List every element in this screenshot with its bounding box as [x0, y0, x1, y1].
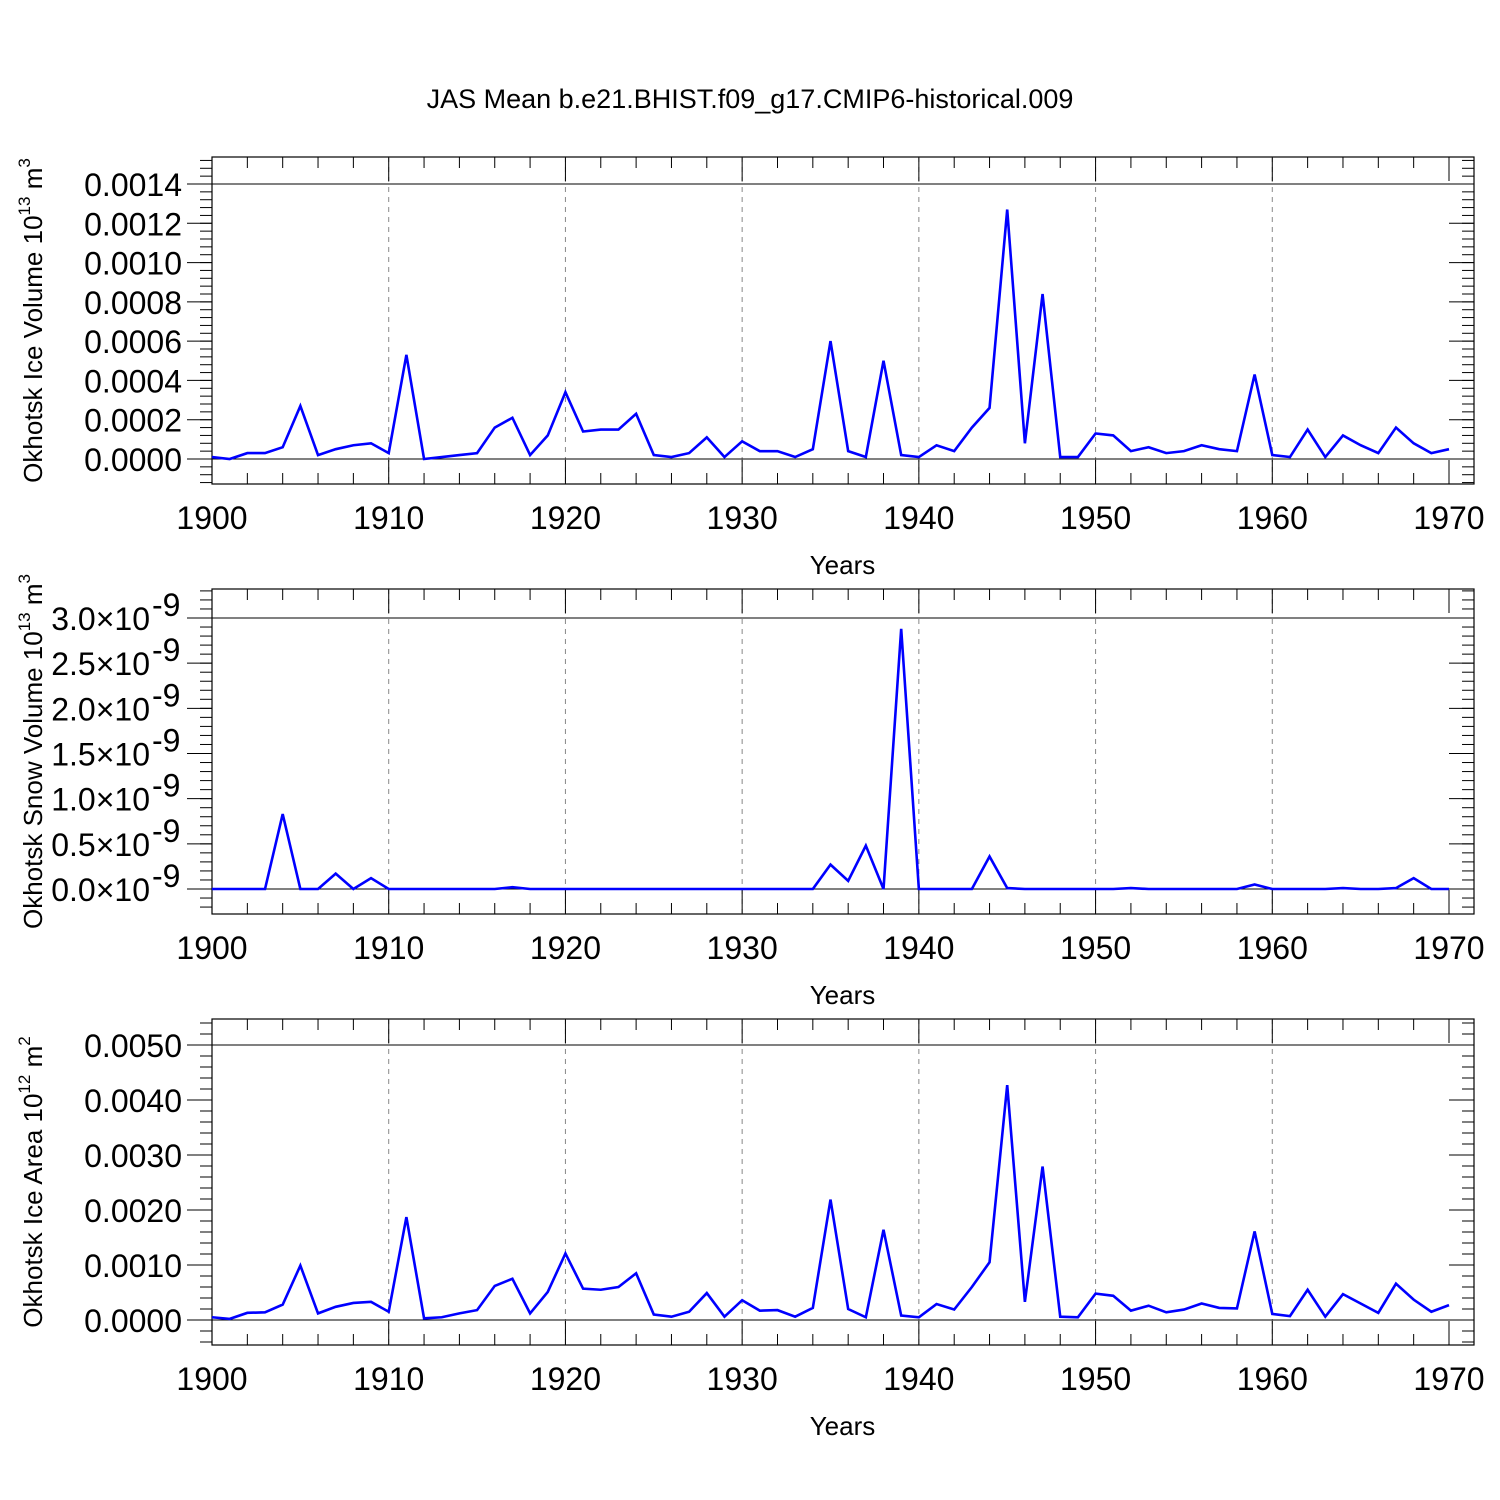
y-tick-label: 0.0008 — [84, 285, 182, 321]
x-tick-label: 1920 — [530, 1361, 601, 1397]
x-tick-label: 1930 — [707, 500, 778, 536]
x-tick-label: 1950 — [1060, 1361, 1131, 1397]
plot-frame — [211, 1018, 1475, 1346]
y-tick-exponent: -9 — [152, 632, 180, 668]
x-tick-label: 1900 — [176, 1361, 247, 1397]
y-tick-exponent: -9 — [152, 858, 180, 894]
y-axis-label: Okhotsk Ice Volume 1013 m3 — [15, 158, 48, 483]
x-tick-label: 1950 — [1060, 930, 1131, 966]
x-tick-label: 1930 — [707, 1361, 778, 1397]
y-tick-label: 1.5×10 — [51, 737, 150, 773]
y-tick-label: 2.0×10 — [51, 691, 150, 727]
x-tick-label: 1970 — [1413, 500, 1484, 536]
x-tick-label: 1960 — [1237, 500, 1308, 536]
x-tick-label: 1930 — [707, 930, 778, 966]
y-tick-exponent: -9 — [152, 587, 180, 623]
x-tick-label: 1910 — [353, 500, 424, 536]
y-tick-label: 0.0004 — [84, 363, 182, 399]
y-tick-label: 0.0014 — [84, 167, 182, 203]
x-tick-label: 1900 — [176, 930, 247, 966]
x-tick-label: 1910 — [353, 930, 424, 966]
chart-panel-3: 1900 1910 1920 1930 1940 1950 1960 1970 0.0000 0.… — [15, 1018, 1485, 1441]
plot-frame — [211, 156, 1475, 485]
y-tick-label: 0.0010 — [84, 1248, 182, 1284]
y-tick-label: 0.0×10 — [51, 872, 150, 908]
data-series-line — [211, 1085, 1450, 1321]
y-tick-exponent: -9 — [152, 768, 180, 804]
x-tick-label: 1940 — [883, 500, 954, 536]
y-axis-label: Okhotsk Snow Volume 1013 m3 — [15, 574, 48, 929]
x-tick-label: 1940 — [883, 930, 954, 966]
y-tick-label: 0.0020 — [84, 1193, 182, 1229]
x-axis-label: Years — [810, 1411, 876, 1441]
y-tick-label: 2.5×10 — [51, 646, 150, 682]
x-axis-label: Years — [810, 980, 876, 1010]
y-tick-label: 0.0010 — [84, 246, 182, 282]
x-tick-label: 1970 — [1413, 1361, 1484, 1397]
y-tick-label: 0.0012 — [84, 206, 182, 242]
y-tick-exponent: -9 — [152, 813, 180, 849]
data-series-line — [211, 209, 1450, 461]
y-tick-label: 1.0×10 — [51, 782, 150, 818]
y-tick-label: 0.0030 — [84, 1138, 182, 1174]
y-tick-label: 0.0000 — [84, 442, 182, 478]
x-tick-label: 1910 — [353, 1361, 424, 1397]
x-tick-label: 1960 — [1237, 1361, 1308, 1397]
x-tick-label: 1970 — [1413, 930, 1484, 966]
data-series-line — [212, 628, 1449, 891]
y-tick-label: 0.0050 — [84, 1028, 182, 1064]
y-tick-exponent: -9 — [152, 723, 180, 759]
y-axis-label: Okhotsk Ice Area 1012 m2 — [15, 1036, 48, 1327]
x-tick-label: 1920 — [530, 930, 601, 966]
x-tick-label: 1940 — [883, 1361, 954, 1397]
y-tick-label: 0.0002 — [84, 403, 182, 439]
plot-frame — [211, 588, 1475, 915]
y-tick-label: 0.0000 — [84, 1303, 182, 1339]
chart-title: JAS Mean b.e21.BHIST.f09_g17.CMIP6-histo… — [427, 84, 1074, 114]
y-tick-label: 0.5×10 — [51, 827, 150, 863]
y-tick-exponent: -9 — [152, 677, 180, 713]
chart-panel-1: 1900 1910 1920 1930 1940 1950 1960 19700.00000.… — [15, 156, 1485, 580]
y-tick-label: 0.0040 — [84, 1083, 182, 1119]
x-tick-label: 1950 — [1060, 500, 1131, 536]
y-tick-label: 0.0006 — [84, 324, 182, 360]
x-tick-label: 1920 — [530, 500, 601, 536]
x-axis-label: Years — [810, 550, 876, 580]
y-tick-label: 3.0×10 — [51, 601, 150, 637]
x-tick-label: 1900 — [176, 500, 247, 536]
x-tick-label: 1960 — [1237, 930, 1308, 966]
